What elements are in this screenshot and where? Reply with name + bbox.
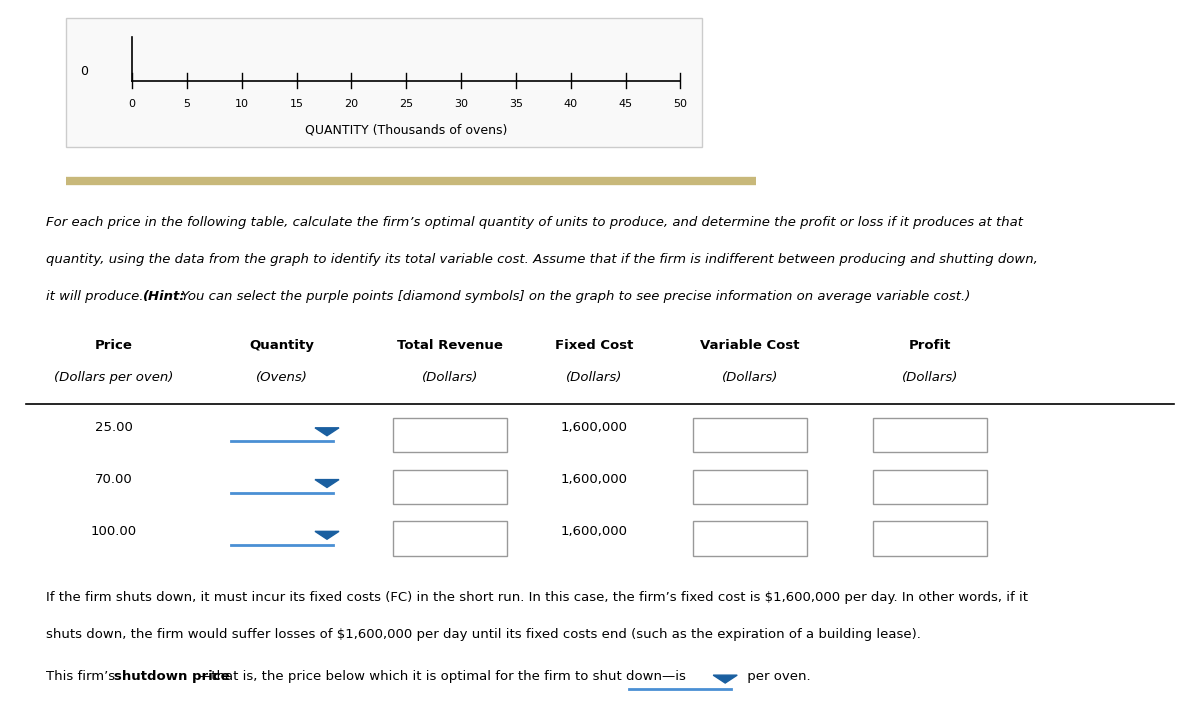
Bar bbox=[394, 418, 508, 452]
Polygon shape bbox=[314, 480, 338, 487]
Bar bbox=[66, 18, 702, 147]
Text: For each price in the following table, calculate the firm’s optimal quantity of : For each price in the following table, c… bbox=[46, 216, 1022, 229]
Text: You can select the purple points [diamond symbols] on the graph to see precise i: You can select the purple points [diamon… bbox=[176, 290, 970, 303]
Text: 70.00: 70.00 bbox=[95, 473, 133, 486]
Text: 30: 30 bbox=[454, 99, 468, 109]
Text: Total Revenue: Total Revenue bbox=[397, 339, 503, 352]
Bar bbox=[694, 521, 808, 556]
Text: (Ovens): (Ovens) bbox=[256, 371, 308, 384]
Text: —that is, the price below which it is optimal for the firm to shut down—is: —that is, the price below which it is op… bbox=[198, 670, 685, 683]
Polygon shape bbox=[314, 531, 338, 539]
Text: (Hint:: (Hint: bbox=[143, 290, 185, 303]
Text: Fixed Cost: Fixed Cost bbox=[554, 339, 634, 352]
Text: 1,600,000: 1,600,000 bbox=[560, 473, 628, 486]
Text: 5: 5 bbox=[184, 99, 191, 109]
Text: This firm’s: This firm’s bbox=[46, 670, 119, 683]
Text: 100.00: 100.00 bbox=[91, 525, 137, 538]
Text: (Dollars): (Dollars) bbox=[902, 371, 958, 384]
Polygon shape bbox=[713, 675, 737, 683]
Text: shutdown price: shutdown price bbox=[114, 670, 229, 683]
Text: quantity, using the data from the graph to identify its total variable cost. Ass: quantity, using the data from the graph … bbox=[46, 253, 1038, 266]
Text: (Dollars per oven): (Dollars per oven) bbox=[54, 371, 174, 384]
Bar bbox=[394, 470, 508, 504]
Text: Profit: Profit bbox=[908, 339, 952, 352]
Text: 0: 0 bbox=[128, 99, 136, 109]
Text: (Dollars): (Dollars) bbox=[722, 371, 778, 384]
Text: 45: 45 bbox=[618, 99, 632, 109]
Text: Price: Price bbox=[95, 339, 133, 352]
Text: 20: 20 bbox=[344, 99, 359, 109]
Text: 1,600,000: 1,600,000 bbox=[560, 525, 628, 538]
Bar bbox=[394, 521, 508, 556]
Text: 25.00: 25.00 bbox=[95, 421, 133, 434]
Text: 40: 40 bbox=[564, 99, 577, 109]
Text: 35: 35 bbox=[509, 99, 523, 109]
Text: Quantity: Quantity bbox=[250, 339, 314, 352]
Text: If the firm shuts down, it must incur its fixed costs (FC) in the short run. In : If the firm shuts down, it must incur it… bbox=[46, 591, 1027, 604]
Text: per oven.: per oven. bbox=[743, 670, 811, 683]
Text: it will produce.: it will produce. bbox=[46, 290, 148, 303]
Text: Variable Cost: Variable Cost bbox=[701, 339, 799, 352]
Text: QUANTITY (Thousands of ovens): QUANTITY (Thousands of ovens) bbox=[305, 124, 508, 137]
Bar bbox=[874, 418, 986, 452]
Text: (Dollars): (Dollars) bbox=[422, 371, 478, 384]
Bar bbox=[694, 418, 808, 452]
Text: 10: 10 bbox=[235, 99, 248, 109]
Text: shuts down, the firm would suffer losses of $1,600,000 per day until its fixed c: shuts down, the firm would suffer losses… bbox=[46, 628, 920, 641]
Text: 1,600,000: 1,600,000 bbox=[560, 421, 628, 434]
Polygon shape bbox=[314, 428, 338, 436]
Text: 15: 15 bbox=[289, 99, 304, 109]
Text: 50: 50 bbox=[673, 99, 688, 109]
Text: 25: 25 bbox=[400, 99, 413, 109]
Bar bbox=[874, 521, 986, 556]
Text: 0: 0 bbox=[80, 65, 89, 78]
Text: (Dollars): (Dollars) bbox=[566, 371, 622, 384]
Bar bbox=[874, 470, 986, 504]
Bar bbox=[694, 470, 808, 504]
